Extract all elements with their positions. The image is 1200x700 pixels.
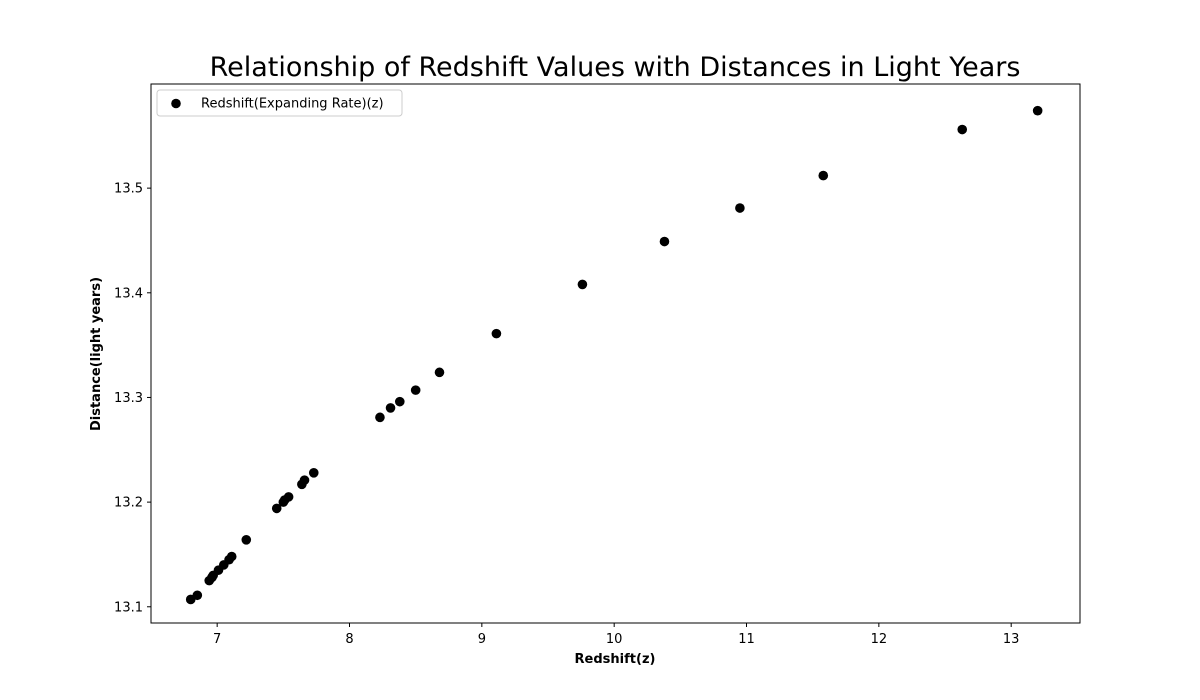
chart-title: Relationship of Redshift Values with Dis… (210, 52, 1021, 83)
data-point (299, 475, 310, 485)
x-tick-label: 8 (345, 632, 353, 647)
y-axis: 13.1 13.2 13.3 13.4 13.5 (114, 182, 151, 615)
data-points (185, 105, 1043, 605)
x-tick-label: 9 (478, 632, 486, 647)
x-tick-label: 13 (1003, 632, 1020, 647)
y-tick-label: 13.1 (114, 600, 143, 615)
data-point (394, 396, 405, 407)
data-point (241, 534, 252, 545)
data-point (271, 503, 282, 514)
legend-box (156, 89, 403, 117)
legend-marker (171, 98, 181, 109)
y-tick-label: 13.4 (114, 286, 143, 301)
legend-label: Redshift(Expanding Rate)(z) (201, 97, 384, 112)
data-point (957, 124, 968, 135)
data-point (385, 403, 396, 413)
data-point (735, 203, 745, 213)
x-tick-label: 12 (871, 632, 888, 647)
plot-area: 7 8 9 10 11 12 13 13.1 13.2 13.3 13.4 13.5 (114, 83, 1081, 647)
y-axis-label: Distance(light years) (89, 277, 104, 431)
data-point (410, 385, 421, 395)
data-point (434, 367, 445, 378)
data-point (308, 468, 319, 478)
x-axis: 7 8 9 10 11 12 13 (213, 623, 1019, 647)
data-point (818, 170, 829, 181)
y-tick-label: 13.3 (114, 391, 143, 406)
data-point (491, 328, 502, 339)
x-tick-label: 7 (213, 632, 221, 647)
x-tick-label: 10 (606, 632, 623, 647)
x-axis-label: Redshift(z) (575, 652, 656, 667)
data-point (226, 551, 237, 562)
data-point (192, 590, 203, 601)
legend: Redshift(Expanding Rate)(z) (156, 89, 403, 117)
data-point (283, 492, 294, 502)
y-tick-label: 13.5 (114, 182, 143, 197)
x-tick-label: 11 (738, 632, 755, 647)
data-point (1032, 105, 1043, 116)
data-point (659, 236, 670, 247)
y-tick-label: 13.2 (114, 496, 143, 511)
data-point (577, 279, 588, 290)
data-point (375, 412, 385, 423)
plot-frame (150, 83, 1081, 624)
